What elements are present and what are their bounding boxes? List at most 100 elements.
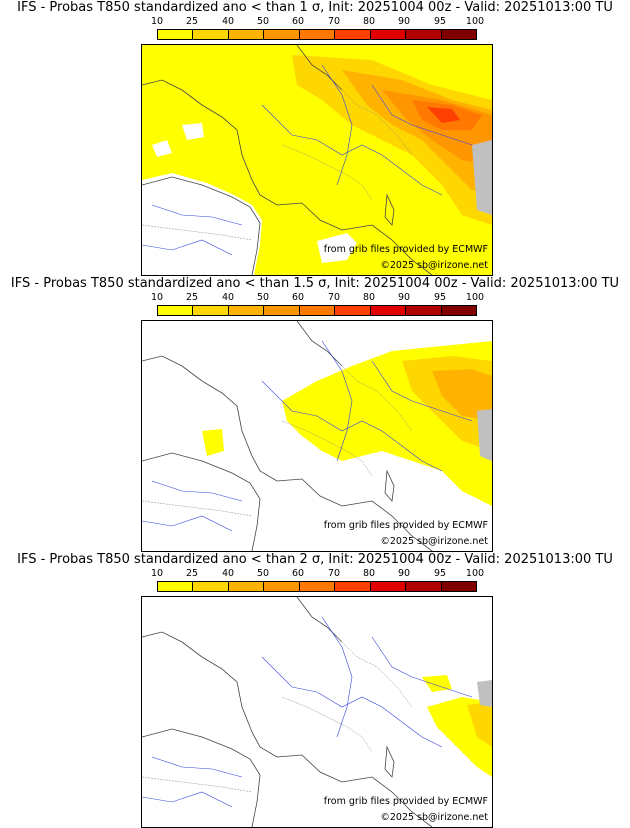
colorbar-tick: 95	[433, 292, 447, 303]
river	[142, 515, 233, 532]
colorbar-segment	[299, 582, 336, 591]
panel-title: IFS - Probas T850 standardized ano < tha…	[10, 276, 620, 291]
colorbar-segment	[406, 582, 442, 591]
colorbar	[157, 305, 477, 316]
border	[336, 636, 413, 708]
colorbar-segment	[406, 306, 442, 315]
colorbar-segment	[335, 582, 371, 591]
colorbar-tick: 95	[433, 16, 447, 27]
data-source-credit: from grib files provided by ECMWF	[323, 520, 488, 531]
coastline	[142, 176, 261, 275]
colorbar-tick: 60	[291, 292, 305, 303]
copyright-credit: ©2025 sb@irizone.net	[380, 812, 488, 823]
river	[321, 340, 353, 462]
border	[281, 420, 373, 477]
colorbar-ticks: 10 25 40 50 60 70 80 90 95 100	[140, 16, 500, 28]
colorbar-ticks: 10 25 40 50 60 70 80 90 95 100	[140, 292, 500, 304]
copyright-credit: ©2025 sb@irizone.net	[380, 260, 488, 271]
border	[281, 144, 373, 201]
terrain-mask	[477, 409, 492, 461]
island-outline	[384, 745, 395, 778]
coastline	[296, 597, 343, 643]
map-graphic	[142, 45, 492, 275]
colorbar-tick: 100	[465, 568, 485, 579]
colorbar-tick: 50	[256, 568, 270, 579]
data-source-credit: from grib files provided by ECMWF	[323, 244, 488, 255]
coastline	[142, 728, 261, 827]
low-probability-area	[182, 123, 204, 140]
border	[336, 84, 413, 156]
low-probability-area	[317, 233, 357, 263]
panel-title: IFS - Probas T850 standardized ano < tha…	[17, 552, 613, 567]
probability-map: from grib files provided by ECMWF ©2025 …	[141, 320, 493, 552]
colorbar-tick: 40	[221, 16, 235, 27]
colorbar-tick: 100	[465, 16, 485, 27]
copyright-credit: ©2025 sb@irizone.net	[380, 536, 488, 547]
coastline	[296, 321, 343, 367]
colorbar-tick: 10	[150, 16, 164, 27]
coastline	[142, 631, 203, 658]
colorbar	[157, 581, 477, 592]
island-outline	[384, 193, 395, 226]
map-panel-1: IFS - Probas T850 standardized ano < tha…	[0, 0, 630, 276]
river	[151, 756, 243, 778]
coastline	[142, 452, 261, 551]
colorbar-tick: 40	[221, 568, 235, 579]
colorbar-tick: 70	[327, 568, 341, 579]
colorbar-tick: 95	[433, 568, 447, 579]
colorbar-segment	[264, 306, 300, 315]
colorbar-tick: 25	[185, 568, 199, 579]
colorbar-segment	[228, 306, 265, 315]
colorbar-segment	[335, 30, 371, 39]
probability-area	[432, 369, 492, 421]
river	[371, 636, 473, 698]
map-graphic	[142, 321, 492, 551]
map-graphic	[142, 597, 492, 827]
panel-title: IFS - Probas T850 standardized ano < tha…	[17, 0, 613, 15]
colorbar-tick: 10	[150, 292, 164, 303]
probability-area	[467, 702, 492, 747]
colorbar-segment	[370, 582, 407, 591]
colorbar-tick: 80	[362, 292, 376, 303]
coastline	[201, 380, 433, 551]
map-panel-2: IFS - Probas T850 standardized ano < tha…	[0, 276, 630, 552]
river	[261, 104, 443, 196]
border	[336, 360, 413, 432]
colorbar-segment	[370, 30, 407, 39]
colorbar-tick: 90	[397, 16, 411, 27]
colorbar-segment	[441, 306, 476, 315]
coastline	[201, 104, 433, 275]
colorbar-tick: 70	[327, 16, 341, 27]
probability-area	[422, 675, 452, 692]
border	[142, 776, 253, 793]
border	[281, 696, 373, 753]
map-panel-3: IFS - Probas T850 standardized ano < tha…	[0, 552, 630, 828]
colorbar-segment	[370, 306, 407, 315]
colorbar-segment	[299, 306, 336, 315]
colorbar-segment	[406, 30, 442, 39]
coastline	[142, 355, 203, 382]
river	[371, 84, 473, 146]
colorbar-segment	[193, 306, 229, 315]
river	[142, 239, 233, 256]
colorbar-segment	[158, 306, 194, 315]
terrain-mask	[477, 680, 492, 707]
colorbar-segment	[193, 30, 229, 39]
river	[321, 616, 353, 738]
probability-area	[342, 70, 492, 195]
border	[142, 224, 253, 241]
colorbar-segment	[299, 30, 336, 39]
probability-area	[427, 107, 460, 123]
colorbar-ticks: 10 25 40 50 60 70 80 90 95 100	[140, 568, 500, 580]
colorbar-segment	[441, 582, 476, 591]
terrain-mask	[472, 140, 492, 215]
river	[142, 791, 233, 808]
coastline	[296, 45, 343, 91]
colorbar-segment	[158, 582, 194, 591]
colorbar-tick: 70	[327, 292, 341, 303]
probability-map: from grib files provided by ECMWF ©2025 …	[141, 596, 493, 828]
island-outline	[384, 469, 395, 502]
colorbar-tick: 50	[256, 16, 270, 27]
river	[261, 656, 443, 748]
colorbar-tick: 50	[256, 292, 270, 303]
